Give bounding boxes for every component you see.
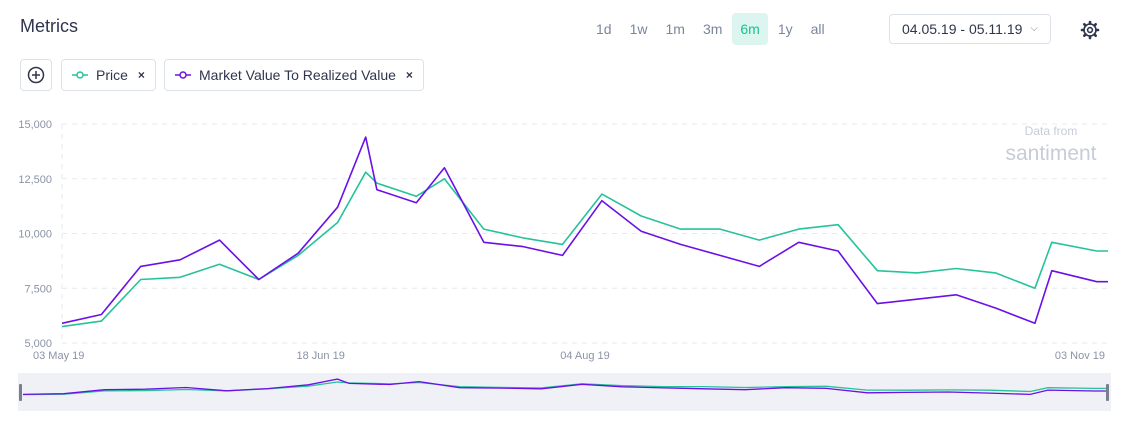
time-range-selector: 1d 1w 1m 3m 6m 1y all [588,13,835,45]
svg-text:Data from: Data from [1025,124,1078,138]
series-line-0[interactable] [61,171,1108,328]
x-axis: 03 May 19 18 Jun 19 04 Aug 19 03 Nov 19 [33,350,1105,362]
watermark: Data from santiment [1005,124,1096,165]
line-legend-icon [175,71,191,79]
y-tick-label: 5,000 [24,338,52,350]
y-tick-label: 12,500 [18,174,52,186]
range-3m[interactable]: 3m [702,21,723,37]
navigator-line-1 [22,378,1106,396]
metric-chip-mvrv[interactable]: Market Value To Realized Value × [164,59,424,91]
chevron-down-icon: ⌵ [1030,23,1038,34]
y-tick-label: 15,000 [18,119,52,131]
metric-chip-label: Market Value To Realized Value [199,67,396,83]
y-axis: 15,000 12,500 10,000 7,500 5,000 [18,119,52,350]
date-range-picker[interactable]: 04.05.19 - 05.11.19 ⌵ [889,14,1051,44]
metric-chip-price[interactable]: Price × [61,59,156,91]
date-range-label: 04.05.19 - 05.11.19 [902,21,1023,37]
range-1w[interactable]: 1w [629,21,648,37]
navigator-handle-left[interactable] [19,384,22,401]
range-all[interactable]: all [810,21,825,37]
add-metric-button[interactable] [20,59,52,91]
x-tick-label: 04 Aug 19 [560,350,610,362]
line-legend-icon [72,71,88,79]
remove-metric-button[interactable]: × [137,68,145,82]
range-1m[interactable]: 1m [665,21,685,37]
y-tick-label: 10,000 [18,229,52,241]
page-title: Metrics [20,16,78,36]
series-line-1[interactable] [61,136,1108,325]
svg-text:santiment: santiment [1005,142,1096,165]
range-1y[interactable]: 1y [777,21,793,37]
plus-circle-icon [27,66,45,84]
x-tick-label: 18 Jun 19 [297,350,345,362]
navigator-series [22,378,1106,396]
range-6m[interactable]: 6m [732,13,768,45]
range-1d[interactable]: 1d [596,21,612,37]
chart-series [61,136,1108,328]
gear-icon[interactable] [1080,20,1100,40]
metric-chip-label: Price [96,67,128,83]
x-tick-label: 03 Nov 19 [1055,350,1105,362]
y-tick-label: 7,500 [24,283,52,295]
line-chart[interactable]: 15,000 12,500 10,000 7,500 5,000 03 May 19 18… [0,100,1129,365]
x-tick-label: 03 May 19 [33,350,84,362]
timeline-navigator[interactable] [18,372,1111,412]
navigator-handle-right[interactable] [1106,384,1109,401]
chart-grid [61,123,1108,344]
remove-metric-button[interactable]: × [405,68,413,82]
